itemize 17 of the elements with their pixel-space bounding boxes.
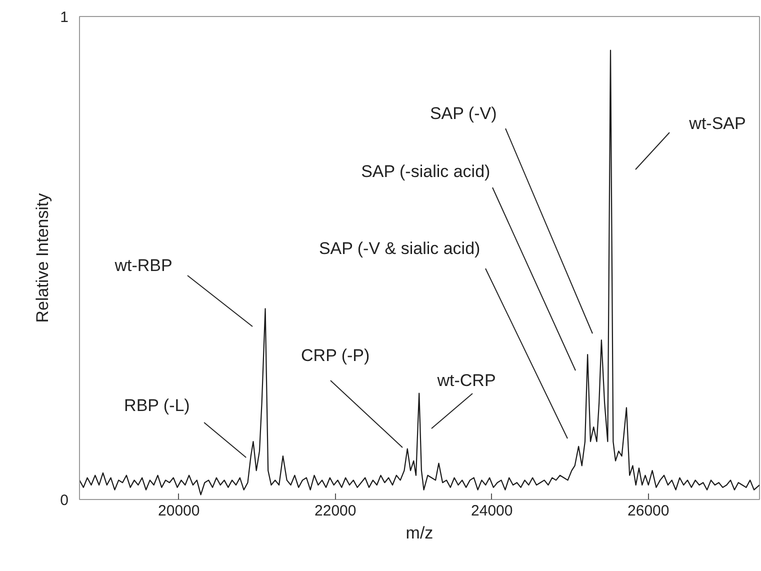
annotation: wt-CRP: [436, 371, 496, 390]
annotation: CRP (-P): [301, 346, 370, 365]
annotation: wt-RBP: [114, 256, 172, 275]
y-tick-label: 0: [60, 492, 68, 509]
line-series: [80, 50, 760, 496]
x-tick-label: 24000: [471, 502, 513, 520]
x-tick-label: 22000: [314, 502, 356, 520]
x-axis-title: m/z: [406, 524, 434, 542]
annotation: SAP (-sialic acid): [361, 162, 490, 181]
x-tick-label: 26000: [628, 502, 670, 520]
y-axis-title: Relative Intensity: [33, 192, 52, 323]
y-tick-label: 1: [60, 9, 68, 26]
annotation: SAP (-V & sialic acid): [318, 239, 480, 258]
annotation: SAP (-V): [430, 104, 497, 123]
annotation: RBP (-L): [124, 396, 190, 415]
x-tick-label: 20000: [158, 502, 200, 520]
annotation: wt-SAP: [688, 114, 746, 133]
